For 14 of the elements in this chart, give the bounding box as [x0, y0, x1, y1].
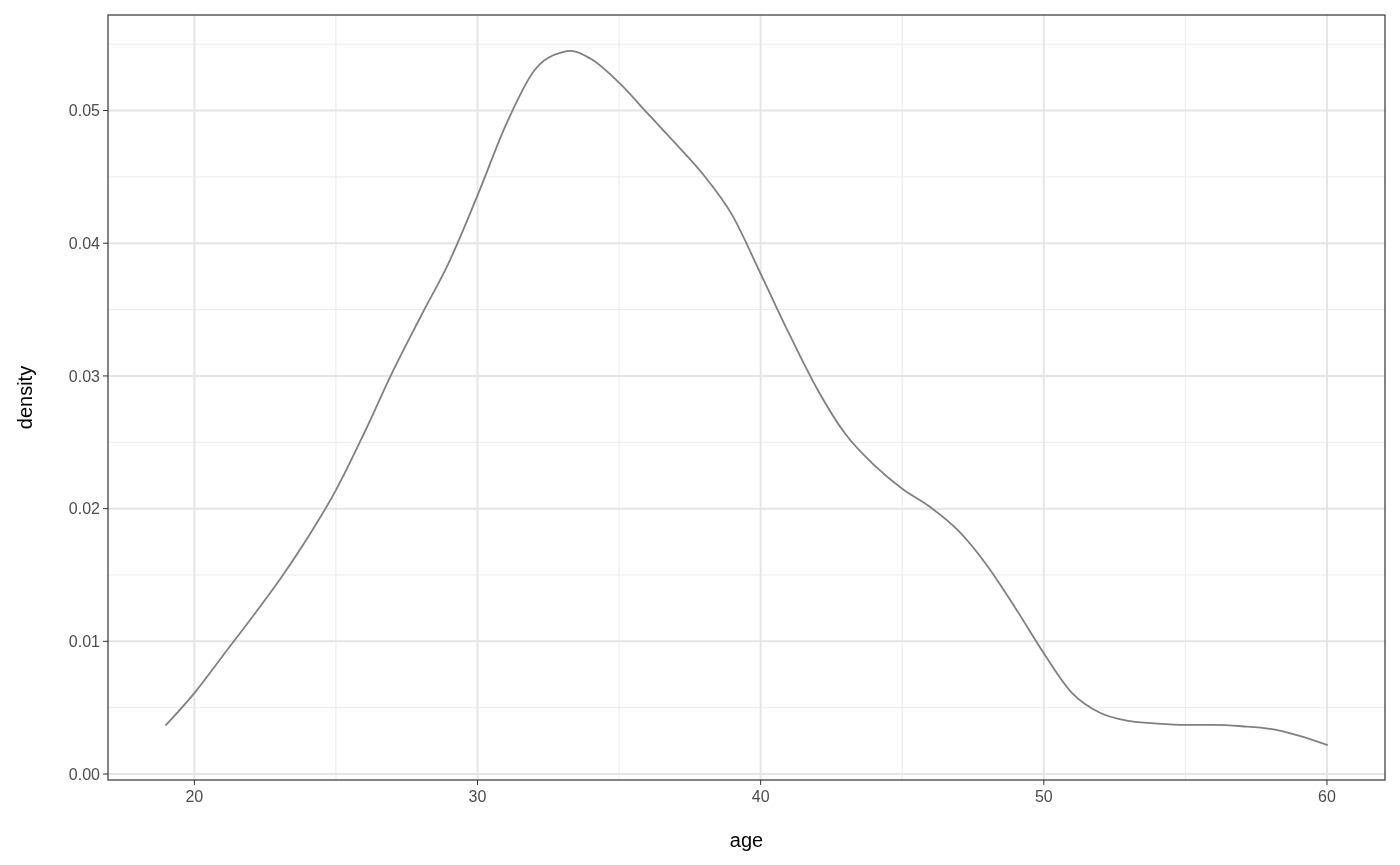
y-axis-title: density — [14, 365, 36, 430]
y-tick-label: 0.01 — [68, 632, 101, 650]
y-tick-label: 0.05 — [68, 102, 101, 120]
x-tick-label: 50 — [1034, 788, 1053, 805]
x-tick-label: 40 — [751, 788, 770, 805]
y-tick-label: 0.03 — [68, 367, 101, 385]
x-tick-label: 30 — [468, 788, 487, 805]
x-axis-title: age — [729, 829, 764, 851]
x-tick-label: 60 — [1318, 788, 1336, 805]
x-tick-label: 20 — [185, 788, 204, 805]
y-tick-label: 0.00 — [68, 765, 101, 783]
line-series — [165, 49, 1328, 746]
y-tick-label: 0.04 — [68, 234, 101, 252]
y-tick-label: 0.02 — [68, 500, 101, 518]
